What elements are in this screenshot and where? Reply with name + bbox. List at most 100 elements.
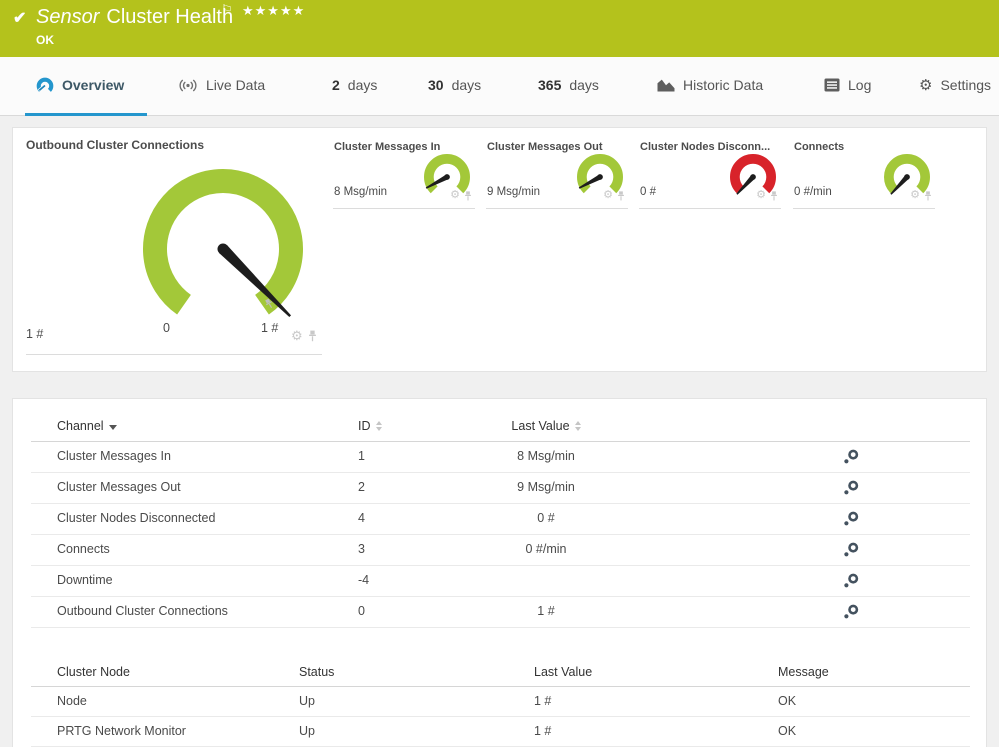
gauge-needle	[217, 243, 292, 318]
table-row: Outbound Cluster Connections 0 1 #	[31, 597, 970, 628]
tab-historic-data[interactable]: Historic Data	[657, 57, 763, 113]
active-tab-indicator	[25, 113, 147, 116]
tab-label: Log	[848, 77, 872, 93]
table-row: PRTG Network Monitor Up 1 # OK	[31, 717, 970, 747]
pin-gauge-icon[interactable]	[308, 330, 317, 342]
main-gauge[interactable]	[113, 144, 333, 354]
gauge-icon	[36, 77, 54, 92]
column-header-last-value[interactable]: Last Value	[451, 411, 641, 441]
tab-30-days[interactable]: 30 days	[428, 57, 481, 113]
channel-last-value: 0 #/min	[525, 542, 567, 556]
gauge-value: 0 #	[640, 186, 656, 198]
gauge-value: 8 Msg/min	[334, 186, 388, 198]
channel-last-value: 8 Msg/min	[517, 449, 575, 463]
pin-gauge-icon[interactable]	[617, 190, 625, 201]
priority-flag-icon[interactable]: ⚐	[221, 2, 233, 17]
broadcast-icon	[179, 79, 197, 91]
divider	[31, 441, 970, 442]
channel-name: Connects	[57, 542, 110, 556]
tab-log[interactable]: Log	[824, 57, 871, 113]
column-header-status: Status	[299, 665, 335, 679]
table-row: Cluster Nodes Disconnected 4 0 #	[31, 504, 970, 535]
tab-label: Overview	[62, 77, 125, 93]
gauge-card-connects: Connects 0 #/min ⚙	[793, 140, 935, 209]
tab-label: days	[451, 77, 482, 93]
gauge-tools: ⚙	[603, 190, 625, 201]
inspect-channel-icon[interactable]	[843, 511, 860, 527]
tab-label: Live Data	[206, 77, 266, 93]
divider	[26, 354, 322, 355]
column-label: Channel	[57, 419, 104, 433]
pin-gauge-icon[interactable]	[924, 190, 932, 201]
sensor-name: Cluster Health	[106, 6, 234, 28]
column-header-id[interactable]: ID	[358, 411, 382, 441]
tab-label: Settings	[940, 77, 992, 93]
gauge-card-cluster-nodes-disconnected: Cluster Nodes Disconn... 0 # ⚙	[639, 140, 781, 209]
node-last-value: 1 #	[534, 694, 552, 708]
small-gauge[interactable]	[420, 149, 474, 205]
gauge-settings-gear-icon[interactable]: ⚙	[756, 189, 766, 201]
main-gauge-tools: ⚙	[291, 329, 317, 342]
gauge-tools: ⚙	[450, 190, 472, 201]
node-table-body: Node Up 1 # OK PRTG Network Monitor Up 1…	[31, 687, 970, 747]
inspect-channel-icon[interactable]	[843, 449, 860, 465]
divider	[31, 686, 970, 687]
channel-name: Downtime	[57, 573, 113, 587]
channel-name: Outbound Cluster Connections	[57, 604, 228, 618]
tab-live-data[interactable]: Live Data	[178, 57, 265, 113]
column-header-message: Message	[778, 665, 829, 679]
main-gauge-title: Outbound Cluster Connections	[26, 138, 204, 152]
node-name: PRTG Network Monitor	[57, 724, 186, 738]
small-gauge[interactable]	[880, 149, 934, 205]
tab-label: Historic Data	[683, 77, 764, 93]
gauge-tools: ⚙	[910, 190, 932, 201]
channel-id: 1	[358, 449, 365, 463]
inspect-channel-icon[interactable]	[843, 573, 860, 589]
small-gauge[interactable]	[573, 149, 627, 205]
gauge-value: 9 Msg/min	[487, 186, 541, 198]
inspect-channel-icon[interactable]	[843, 604, 860, 620]
channel-last-value: 9 Msg/min	[517, 480, 575, 494]
node-name: Node	[57, 694, 87, 708]
tab-2-days[interactable]: 2 days	[332, 57, 377, 113]
pin-gauge-icon[interactable]	[770, 190, 778, 201]
inspect-channel-icon[interactable]	[843, 480, 860, 496]
channel-id: 2	[358, 480, 365, 494]
channel-id: 3	[358, 542, 365, 556]
node-message: OK	[778, 694, 797, 708]
gauge-title: Connects	[794, 141, 845, 153]
table-row: Connects 3 0 #/min	[31, 535, 970, 566]
channel-table-header: Channel ID Last Value	[31, 411, 970, 441]
main-gauge-scale-min: 0	[163, 321, 170, 335]
page-title: Sensor Cluster Health	[36, 6, 233, 29]
channel-name: Cluster Nodes Disconnected	[57, 511, 216, 525]
inspect-channel-icon[interactable]	[843, 542, 860, 558]
tab-number: 365	[538, 77, 562, 93]
column-header-last-value: Last Value	[534, 665, 593, 679]
column-header-cluster-node: Cluster Node	[57, 665, 130, 679]
gauge-settings-gear-icon[interactable]: ⚙	[910, 189, 920, 201]
gauge-settings-gear-icon[interactable]: ⚙	[603, 189, 613, 201]
gauge-settings-gear-icon[interactable]: ⚙	[291, 328, 303, 343]
channel-id: 0	[358, 604, 365, 618]
gauge-settings-gear-icon[interactable]: ⚙	[450, 189, 460, 201]
tab-settings[interactable]: ⚙ Settings	[919, 57, 991, 113]
small-gauge[interactable]	[726, 149, 780, 205]
node-status: Up	[299, 694, 315, 708]
node-message: OK	[778, 724, 797, 738]
column-header-channel[interactable]: Channel	[57, 411, 117, 441]
needle-marker-pin-icon	[262, 295, 278, 315]
sensor-status-text: OK	[36, 33, 54, 47]
node-table-header: Cluster Node Status Last Value Message	[31, 658, 970, 686]
area-chart-icon	[657, 79, 675, 92]
priority-stars[interactable]: ★★★★★	[242, 3, 306, 18]
column-label: Last Value	[511, 419, 570, 433]
object-kind-label: Sensor	[36, 6, 100, 28]
tab-365-days[interactable]: 365 days	[538, 57, 599, 113]
gauge-title: Cluster Messages Out	[487, 141, 603, 153]
pin-gauge-icon[interactable]	[464, 190, 472, 201]
channel-table-body: Cluster Messages In 1 8 Msg/min Cluster …	[31, 442, 970, 628]
gauge-card-cluster-messages-in: Cluster Messages In 8 Msg/min ⚙	[333, 140, 475, 209]
tab-overview[interactable]: Overview	[36, 57, 124, 113]
gauges-panel: Outbound Cluster Connections 1 # 0 1 # ⚙	[12, 127, 987, 372]
